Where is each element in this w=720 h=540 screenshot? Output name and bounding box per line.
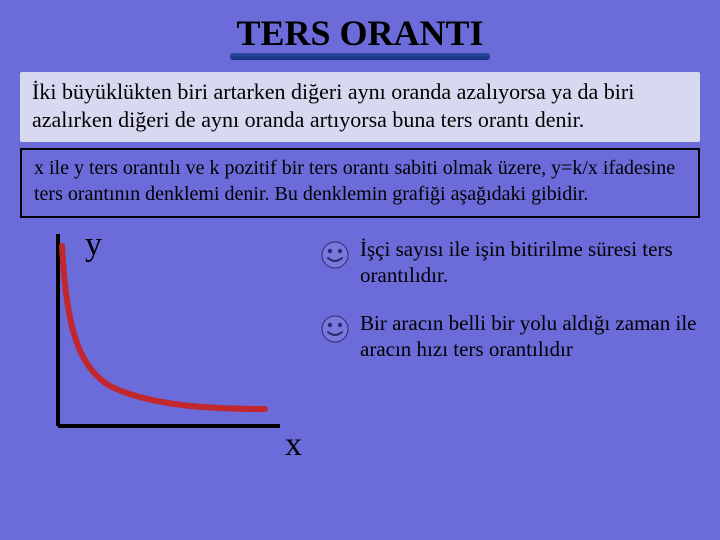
equation-box: x ile y ters orantılı ve k pozitif bir t… (20, 148, 700, 217)
list-item: Bir aracın belli bir yolu aldığı zaman i… (320, 310, 700, 363)
definition-box: İki büyüklükten biri artarken diğeri ayn… (20, 72, 700, 142)
example-text: Bir aracın belli bir yolu aldığı zaman i… (360, 310, 700, 363)
smiley-icon (320, 314, 350, 344)
list-item: İşçi sayısı ile işin bitirilme süresi te… (320, 236, 700, 289)
x-axis-label: x (285, 426, 302, 464)
lower-section: y x İşçi sayısı ile işin bitirilme süres… (0, 226, 720, 476)
smiley-icon (320, 240, 350, 270)
example-text: İşçi sayısı ile işin bitirilme süresi te… (360, 236, 700, 289)
examples-list: İşçi sayısı ile işin bitirilme süresi te… (320, 236, 700, 385)
inverse-curve (62, 246, 265, 409)
inverse-proportion-graph: y x (40, 226, 320, 466)
page-title: TERS ORANTI (230, 12, 489, 58)
y-axis-label: y (85, 226, 102, 264)
graph-svg (40, 226, 320, 466)
